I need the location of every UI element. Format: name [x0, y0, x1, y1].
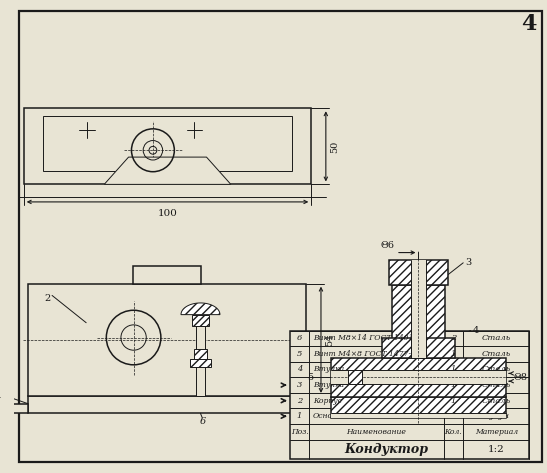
- Bar: [28, 396, 306, 413]
- Polygon shape: [104, 157, 231, 184]
- Text: 2: 2: [297, 397, 302, 405]
- Bar: [392, 285, 445, 358]
- Text: 3: 3: [297, 381, 302, 389]
- Bar: [28, 284, 306, 396]
- Text: 1: 1: [297, 412, 302, 420]
- Text: 2: 2: [44, 294, 50, 303]
- Text: 50: 50: [330, 140, 339, 152]
- Bar: [191, 315, 210, 326]
- Bar: [43, 116, 292, 171]
- Text: 4: 4: [473, 326, 479, 335]
- Bar: [24, 108, 311, 184]
- Text: Материал: Материал: [475, 428, 518, 436]
- Bar: [411, 285, 426, 358]
- Text: Поз.: Поз.: [290, 428, 309, 436]
- Text: Сталь: Сталь: [482, 366, 511, 374]
- Bar: [331, 413, 506, 418]
- Bar: [411, 260, 426, 285]
- Text: 54: 54: [325, 333, 334, 346]
- Text: 1: 1: [451, 350, 456, 358]
- Bar: [196, 326, 205, 396]
- Text: Сталь: Сталь: [482, 381, 511, 389]
- Bar: [133, 266, 201, 284]
- Text: 1: 1: [451, 412, 456, 420]
- Text: 5: 5: [297, 350, 302, 358]
- Text: 6: 6: [199, 417, 206, 426]
- Text: 1:2: 1:2: [488, 445, 505, 454]
- Polygon shape: [181, 303, 220, 315]
- Bar: [0, 403, 28, 413]
- Text: Θ8: Θ8: [514, 373, 528, 382]
- Text: 1: 1: [451, 397, 456, 405]
- Polygon shape: [104, 157, 231, 184]
- Bar: [194, 349, 207, 359]
- Text: Кол.: Кол.: [445, 428, 462, 436]
- Text: Чугун: Чугун: [484, 412, 509, 420]
- Text: Винт М4×8 ГОСТ 1477-64: Винт М4×8 ГОСТ 1477-64: [313, 350, 421, 358]
- Bar: [331, 358, 506, 397]
- Bar: [331, 397, 506, 418]
- Text: Основание: Основание: [313, 412, 357, 420]
- Text: Втулка: Втулка: [313, 366, 344, 374]
- Text: Винт М8×14 ГОСТ 1401-62: Винт М8×14 ГОСТ 1401-62: [313, 334, 426, 342]
- Text: Сталь: Сталь: [482, 350, 511, 358]
- Text: Сталь: Сталь: [482, 334, 511, 342]
- Text: 3: 3: [465, 258, 472, 267]
- Text: Θ6: Θ6: [380, 241, 394, 250]
- Text: 100: 100: [158, 209, 177, 218]
- Text: Сталь: Сталь: [482, 397, 511, 405]
- Bar: [331, 370, 506, 384]
- Bar: [348, 370, 362, 384]
- Text: Наименование: Наименование: [347, 428, 406, 436]
- Bar: [389, 260, 447, 285]
- Text: 4: 4: [297, 366, 302, 374]
- Text: 1: 1: [451, 366, 456, 374]
- Text: 6: 6: [297, 334, 302, 342]
- Text: 5: 5: [307, 373, 313, 382]
- Bar: [190, 359, 211, 367]
- Text: 1: 1: [451, 381, 456, 389]
- Bar: [290, 331, 529, 459]
- Text: 4: 4: [521, 13, 536, 35]
- Bar: [382, 338, 455, 358]
- Text: 2: 2: [451, 334, 456, 342]
- Text: 1: 1: [0, 391, 2, 400]
- Bar: [306, 403, 340, 413]
- Text: Втулка: Втулка: [313, 381, 344, 389]
- Bar: [411, 338, 426, 358]
- Text: Кондуктор: Кондуктор: [344, 443, 428, 456]
- Text: Корпус: Корпус: [313, 397, 342, 405]
